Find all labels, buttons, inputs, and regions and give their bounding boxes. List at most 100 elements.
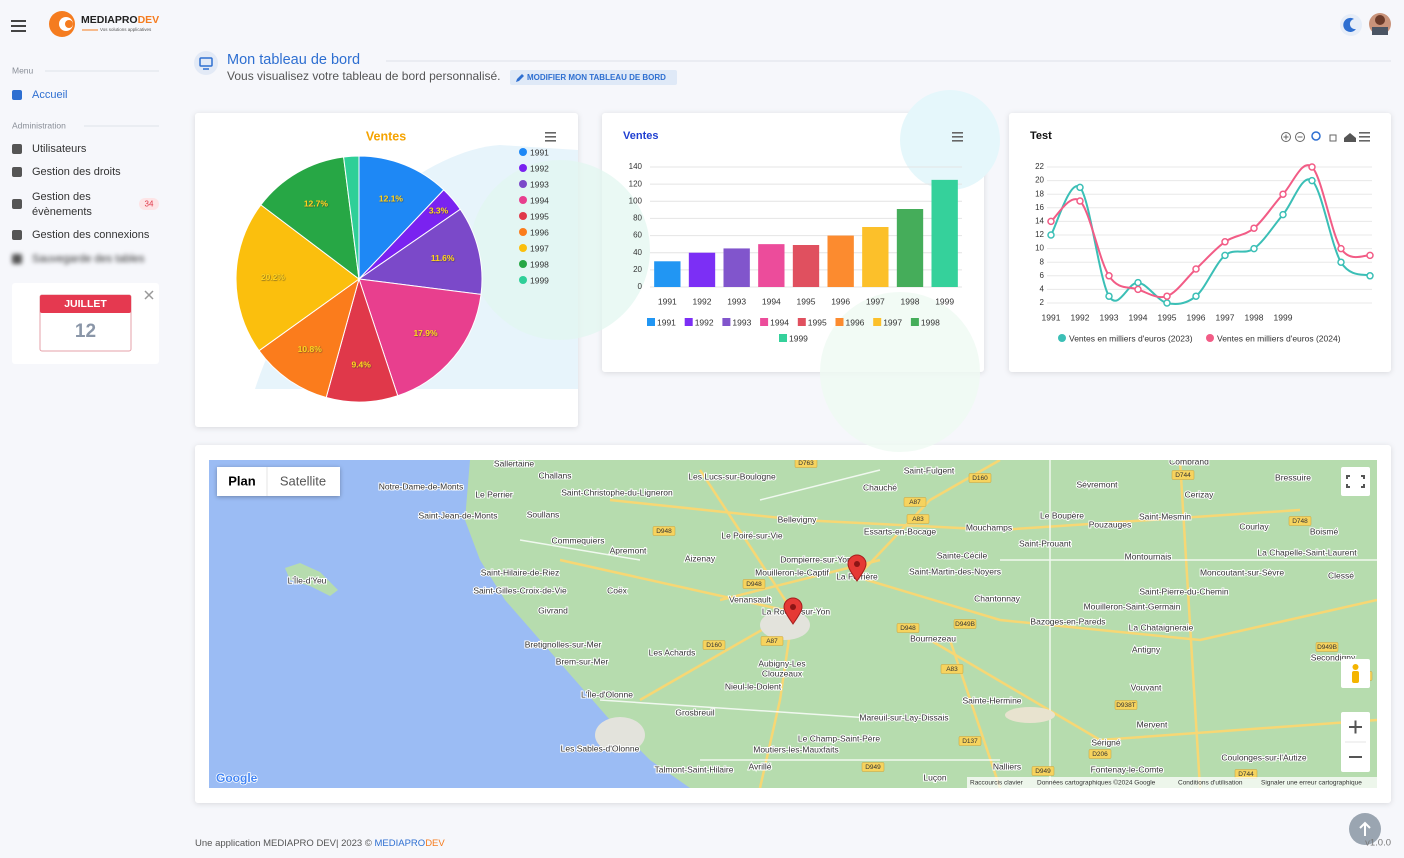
place-label: Coëx: [607, 585, 628, 595]
legend-item[interactable]: 1993: [519, 179, 549, 189]
pan-button: [1329, 134, 1337, 142]
legend-item[interactable]: 1995: [519, 211, 549, 221]
legend-item[interactable]: Ventes en milliers d'euros (2024): [1206, 333, 1341, 343]
legend-item[interactable]: 1994: [519, 195, 549, 205]
menu-toggle[interactable]: [11, 20, 26, 32]
legend-item[interactable]: 1995: [797, 317, 827, 327]
card-decoration: [900, 90, 1000, 190]
legend-label: 1998: [921, 317, 940, 327]
street-view[interactable]: [1341, 659, 1370, 688]
map[interactable]: Sallertaine Challans Les Lucs-sur-Boulogne…: [209, 456, 1377, 788]
line-point: [1047, 231, 1055, 239]
x-tick-label: 1998: [1245, 312, 1264, 322]
theme-toggle[interactable]: [1340, 14, 1362, 36]
legend-item[interactable]: 1996: [835, 317, 865, 327]
pie-slice: [343, 155, 360, 280]
x-tick-label: 1991: [1042, 312, 1061, 322]
legend-item[interactable]: 1992: [519, 163, 549, 173]
avatar[interactable]: [1369, 13, 1391, 35]
nav-icon: [12, 144, 22, 154]
place-label: Mouchamps: [966, 522, 1012, 532]
legend-swatch: [760, 318, 769, 326]
legend-item[interactable]: 1993: [722, 317, 752, 327]
data-label: 17.9%: [413, 328, 438, 338]
fullscreen-button[interactable]: [1341, 467, 1370, 496]
legend-item[interactable]: 1992: [684, 317, 714, 327]
road-label: D938T: [1116, 702, 1136, 709]
y-tick-label: 2: [1040, 298, 1045, 307]
shield-bg: [702, 640, 726, 650]
charts: Ventes 12.1% 3.3% 11.6% 17.9% 9.4% 10.8% 20.2% 1…: [235, 129, 1374, 403]
x-tick-label: 1999: [935, 296, 954, 306]
map-attribution: Raccourcis clavier: [970, 780, 1024, 787]
legend-item[interactable]: 1997: [519, 243, 549, 253]
legend-item[interactable]: 1991: [519, 147, 549, 157]
logo[interactable]: MEDIAPRODEV Vos solutions applicatives: [49, 11, 159, 37]
chart-menu[interactable]: [952, 132, 963, 142]
legend-label: 1994: [530, 195, 549, 205]
pie-slice: [358, 155, 445, 281]
nav-item[interactable]: Gestion des connexions: [12, 229, 150, 241]
legend-item[interactable]: 1997: [873, 317, 902, 327]
zoom-control[interactable]: [1341, 712, 1370, 772]
legend-item[interactable]: Ventes en milliers d'euros (2023): [1058, 333, 1193, 343]
legend-item[interactable]: 1996: [519, 227, 549, 237]
scroll-top[interactable]: [1349, 813, 1381, 845]
nav-item[interactable]: Sauvegarde des tables: [12, 253, 145, 265]
shield-bg: [742, 579, 766, 589]
legend-item[interactable]: 1998: [519, 259, 549, 269]
legend-item[interactable]: 1999: [779, 333, 808, 343]
y-tick-label: 60: [633, 231, 642, 240]
bar: [931, 179, 958, 287]
data-label: 12.7%: [304, 199, 329, 209]
legend-item[interactable]: 1994: [760, 317, 789, 327]
x-tick-label: 1994: [762, 296, 781, 306]
legend-label: 1996: [846, 317, 865, 327]
pie-slice: [260, 156, 360, 281]
bar: [896, 209, 924, 287]
line-point: [1250, 244, 1258, 253]
place-label: Avrillé: [749, 761, 772, 771]
place-label: Antigny: [1132, 644, 1161, 654]
nav-label: évènements: [32, 206, 92, 218]
menu-bar: [952, 140, 963, 142]
nav-item[interactable]: Gestion des évènements 34: [12, 191, 159, 218]
place-label: Chantonnay: [974, 593, 1021, 603]
place-label: Grosbreuil: [675, 707, 714, 717]
legend-label: 1994: [770, 317, 789, 327]
bar: [654, 261, 681, 287]
map-marker[interactable]: [847, 554, 867, 582]
chart-menu[interactable]: [545, 132, 556, 142]
line-point: [1076, 183, 1084, 192]
legend-swatch: [797, 318, 806, 326]
close-button[interactable]: [144, 290, 154, 300]
place-label: Luçon: [923, 772, 946, 782]
home-button: [1344, 133, 1356, 142]
legend-item[interactable]: 1991: [647, 317, 676, 327]
edit-dashboard-button[interactable]: MODIFIER MON TABLEAU DE BORD: [510, 70, 677, 85]
map-type-button[interactable]: Satellite: [280, 473, 326, 488]
x-tick-label: 1993: [1100, 312, 1119, 322]
legend-label: 1993: [732, 317, 751, 327]
menu-bar: [952, 132, 963, 134]
place-label: Saint-Christophe-du-Ligneron: [561, 487, 673, 497]
map-marker[interactable]: [783, 597, 803, 625]
shield-bg: [1171, 470, 1195, 480]
nav-item[interactable]: Gestion des droits: [12, 166, 121, 178]
shield-bg: [1031, 766, 1055, 776]
footer-brand-accent: DEV: [425, 838, 445, 849]
road-shield: D748: [1288, 516, 1312, 526]
nav-item[interactable]: Accueil: [12, 89, 67, 101]
shield-bg: [958, 736, 982, 746]
chart-toolbar[interactable]: [1281, 131, 1371, 142]
nav-label: Utilisateurs: [32, 143, 87, 155]
x-tick-label: 1996: [831, 296, 850, 306]
footer-text-part: Une application MEDIAPRO DEV| 2023 ©: [195, 838, 375, 849]
road-label: D949: [865, 764, 881, 771]
place-label: Le Poiré-sur-Vie: [721, 530, 783, 540]
map-type-button[interactable]: Plan: [228, 473, 256, 488]
legend-item[interactable]: 1998: [910, 317, 940, 327]
x-tick-label: 1993: [727, 296, 746, 306]
nav-item[interactable]: Utilisateurs: [12, 143, 87, 155]
legend-item[interactable]: 1999: [519, 275, 549, 285]
